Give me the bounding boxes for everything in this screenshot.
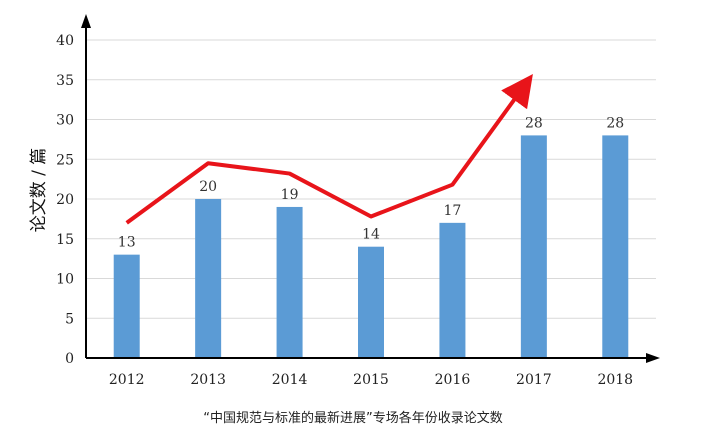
chart-caption: “中国规范与标准的最新进展”专场各年份收录论文数 <box>203 410 502 426</box>
y-tick-label: 40 <box>56 33 74 49</box>
y-tick-label: 30 <box>56 113 74 129</box>
x-tick-label-2012: 2012 <box>109 372 145 388</box>
data-label-2014: 19 <box>281 187 299 203</box>
x-axis-arrow <box>646 353 660 363</box>
y-tick-labels: 0 5 10 15 20 25 30 35 40 <box>56 33 74 367</box>
axes <box>81 14 660 363</box>
data-label-2012: 13 <box>118 235 136 251</box>
bars <box>113 135 629 358</box>
x-tick-label-2014: 2014 <box>272 372 308 388</box>
bar-2015 <box>358 246 384 358</box>
y-tick-label: 20 <box>56 192 74 208</box>
y-tick-label: 5 <box>65 311 74 327</box>
bar-2014 <box>276 206 303 358</box>
gridlines <box>86 39 656 319</box>
y-tick-label: 15 <box>56 232 74 248</box>
y-tick-label: 0 <box>65 351 74 367</box>
bar-2017 <box>520 135 547 358</box>
y-axis-label: 论文数 / 篇 <box>29 148 49 233</box>
x-tick-labels: 2012 2013 2014 2015 2016 2017 2018 <box>109 372 633 388</box>
data-labels: 13 20 19 14 17 28 28 <box>118 115 624 250</box>
bar-2012 <box>113 254 140 358</box>
x-tick-label-2016: 2016 <box>435 372 471 388</box>
x-tick-label-2018: 2018 <box>597 372 633 388</box>
y-tick-label: 35 <box>56 73 74 89</box>
x-tick-label-2013: 2013 <box>190 372 226 388</box>
y-tick-label: 10 <box>56 272 74 288</box>
bar-2018 <box>602 135 629 358</box>
data-label-2015: 14 <box>362 227 380 243</box>
data-label-2017: 28 <box>525 115 543 131</box>
bar-2013 <box>195 199 222 358</box>
x-tick-label-2015: 2015 <box>353 372 389 388</box>
y-axis-arrow <box>81 14 91 28</box>
trend-arrow-line <box>125 74 533 225</box>
data-label-2013: 20 <box>199 179 217 195</box>
bar-2016 <box>439 222 466 358</box>
data-label-2018: 28 <box>606 115 624 131</box>
y-tick-label: 25 <box>56 152 74 168</box>
data-label-2016: 17 <box>444 203 462 219</box>
x-tick-label-2017: 2017 <box>516 372 552 388</box>
